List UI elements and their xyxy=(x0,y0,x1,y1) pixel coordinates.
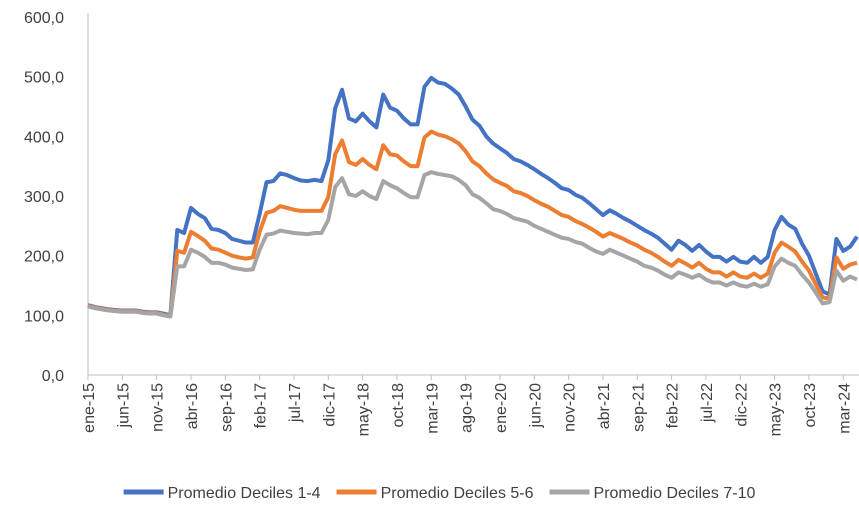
y-tick-label: 400,0 xyxy=(24,129,64,146)
x-tick-label: nov-20 xyxy=(562,383,579,432)
x-tick-label: sep-16 xyxy=(218,383,235,432)
y-tick-label: 0,0 xyxy=(42,368,64,385)
x-tick-label: nov-15 xyxy=(150,383,167,432)
x-tick-label: dic-17 xyxy=(321,383,338,427)
x-tick-label: abr-16 xyxy=(184,383,201,429)
x-tick-label: mar-19 xyxy=(424,383,441,434)
x-tick-label: feb-22 xyxy=(665,383,682,428)
x-tick-label: jun-20 xyxy=(527,383,544,429)
y-tick-label: 600,0 xyxy=(24,10,64,27)
x-tick-label: ene-15 xyxy=(81,383,98,433)
x-tick-label: mar-24 xyxy=(836,383,853,434)
x-tick-label: sep-21 xyxy=(630,383,647,432)
x-tick-label: feb-17 xyxy=(253,383,270,428)
x-tick-label: jun-15 xyxy=(115,383,132,429)
series-line xyxy=(87,129,858,318)
series-line xyxy=(87,75,859,318)
y-tick-label: 500,0 xyxy=(24,70,64,87)
legend-label: Promedio Deciles 7-10 xyxy=(594,485,756,502)
x-tick-label: jul-22 xyxy=(699,383,716,423)
x-tick-label: ene-20 xyxy=(493,383,510,433)
legend: Promedio Deciles 1-4 Promedio Deciles 5-6… xyxy=(123,485,756,502)
x-tick-label: jul-17 xyxy=(287,383,304,423)
x-tick-label: may-23 xyxy=(768,383,785,436)
x-tick-label: oct-23 xyxy=(802,383,819,428)
y-tick-label: 300,0 xyxy=(24,189,64,206)
x-tick-label: dic-22 xyxy=(733,383,750,427)
x-tick-label: oct-18 xyxy=(390,383,407,428)
legend-label: Promedio Deciles 1-4 xyxy=(168,485,321,502)
y-tick-label: 200,0 xyxy=(24,249,64,266)
legend-label: Promedio Deciles 5-6 xyxy=(381,485,534,502)
x-tick-label: ago-19 xyxy=(459,383,476,433)
x-tick-label: may-18 xyxy=(356,383,373,436)
y-tick-label: 100,0 xyxy=(24,308,64,325)
x-tick-label: abr-21 xyxy=(596,383,613,429)
series-line xyxy=(87,170,858,319)
